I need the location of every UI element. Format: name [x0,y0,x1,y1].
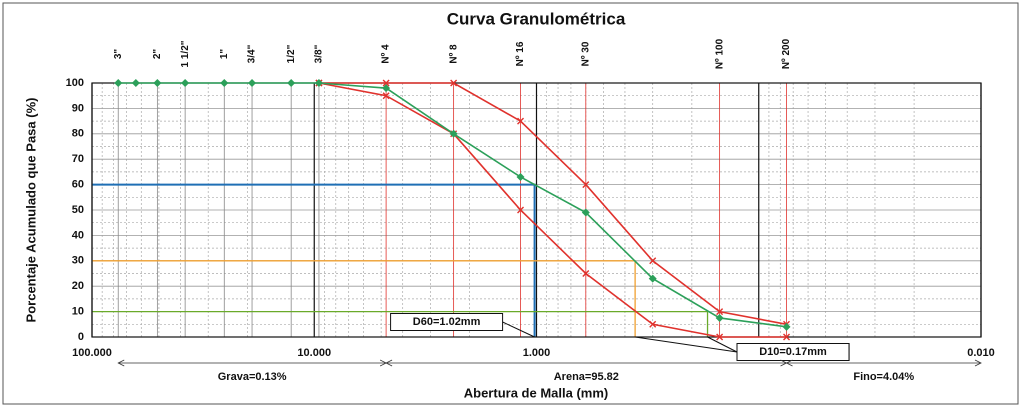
series-line [318,82,787,326]
y-tick-label: 100 [66,77,84,89]
point [581,208,590,217]
point [582,270,590,277]
point [114,79,123,87]
arrow-head [785,359,982,367]
sieve-label: 1 1/2" [180,40,191,67]
y-tick-label: 50 [72,204,84,216]
point [314,79,323,87]
y-tick-label: 80 [72,128,84,140]
point [715,313,724,322]
x-tick-label: 1.000 [523,347,551,359]
sieve-label: 1" [219,49,230,60]
x-tick-label: 0.010 [967,347,995,359]
series-line [318,82,787,338]
point [287,79,296,87]
sieve-label: Nº 30 [580,41,591,66]
zone-label: Grava=0.13% [218,371,287,383]
point [382,84,391,93]
point [716,333,724,341]
x-tick-label: 100.000 [72,347,112,359]
point [649,320,657,328]
leader [502,321,535,338]
x-axis-label: Abertura de Malla (mm) [464,385,608,400]
annotation: D60=1.02mm [413,316,481,328]
point [153,79,162,87]
point [782,322,791,331]
y-tick-label: 70 [72,153,84,165]
plot-border [91,82,982,338]
point [248,79,257,87]
sieve-label: Nº 4 [381,44,392,64]
x-tick-label: 10.000 [297,347,331,359]
point [382,92,390,100]
point [450,79,458,87]
point [181,79,190,87]
sieve-label: Nº 16 [515,41,526,66]
series-line [118,82,787,328]
point [582,181,590,189]
point [517,206,525,214]
sieve-label: Nº 8 [448,44,459,64]
sieve-label: Nº 100 [714,38,725,69]
sieve-label: 3/8" [314,44,325,63]
point [516,172,525,181]
y-tick-label: 30 [72,255,84,267]
point [449,129,458,138]
point [648,274,657,283]
sieve-label: 3" [113,49,124,60]
sieve-label: 1/2" [286,44,297,63]
y-tick-label: 90 [72,102,84,114]
y-tick-label: 60 [72,179,84,191]
point [716,308,724,316]
y-tick-label: 10 [72,306,84,318]
point [783,333,791,341]
sieve-label: Nº 200 [781,38,792,69]
leader [635,336,738,353]
sieve-label: 2" [152,49,163,60]
annotation-box [736,343,850,361]
annotation-box [390,313,504,331]
point [517,117,525,125]
zone-label: Fino=4.04% [853,371,914,383]
y-axis-label: Porcentaje Acumulado que Pasa (%) [23,98,38,323]
point [649,257,657,265]
leader [707,336,738,353]
annotation: D10=0.17mm [759,346,827,358]
point [220,79,229,87]
sieve-label: 3/4" [247,44,258,63]
y-tick-label: 20 [72,280,84,292]
y-tick-label: 40 [72,229,84,241]
zone-label: Arena=95.82 [554,371,619,383]
chart-title: Curva Granulométrica [447,9,626,28]
y-tick-label: 0 [78,331,84,343]
point [131,79,140,87]
point [382,79,390,87]
